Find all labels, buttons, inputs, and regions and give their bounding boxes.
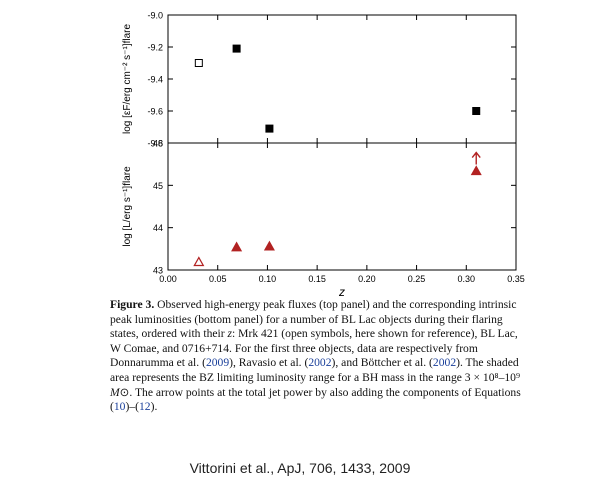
x-tick-label: 0.20 [358, 274, 376, 284]
x-tick-label: 0.10 [259, 274, 277, 284]
top-y-tick-label: -9.2 [147, 43, 163, 53]
bottom-y-tick-label: 46 [153, 139, 163, 149]
caption-segment: . The arrow points at the total jet powe… [110, 385, 521, 414]
x-tick-label: 0.25 [408, 274, 426, 284]
x-tick-label: 0.15 [308, 274, 326, 284]
top-y-tick-label: -9.6 [147, 107, 163, 117]
top-y-axis-label: log [εF/erg cm⁻² s⁻¹]flare [122, 24, 133, 134]
caption-segment: ), Ravasio et al. ( [229, 356, 309, 370]
caption-reference-link[interactable]: 10 [113, 400, 126, 414]
caption-reference-link[interactable]: 2009 [205, 356, 230, 370]
caption-segment: Observed high-energy peak fluxes (top pa… [110, 298, 517, 341]
top-y-tick-label: -9.4 [147, 75, 163, 85]
bottom-y-tick-label: 43 [153, 266, 163, 276]
caption-segment: )–( [125, 400, 139, 414]
caption-segment: ⊙ [119, 385, 130, 399]
x-tick-label: 0.00 [159, 274, 177, 284]
caption-label: Figure 3. [110, 298, 155, 311]
x-axis-label: z [338, 285, 345, 299]
caption-segment: ). The shaded area represents the BZ lim… [110, 356, 521, 384]
caption-segment: ). [150, 400, 158, 414]
top-y-tick-label: -9.8 [147, 139, 163, 149]
caption-segment: : Mrk 421 (open symbols, here shown for … [110, 327, 518, 370]
data-point-square-open [194, 59, 203, 67]
x-tick-label: 0.05 [209, 274, 227, 284]
bottom-y-tick-label: 45 [153, 181, 163, 191]
x-tick-label: 0.35 [507, 274, 525, 284]
figure-plot: -9.0 -9.2 -9.4 -9.6 -9.8 log [εF/erg cm⁻² s⁻¹… [122, 11, 525, 300]
data-point-square-filled [232, 44, 241, 53]
bottom-panel-frame [167, 142, 517, 271]
top-panel-frame [167, 14, 517, 144]
caption-italic: M [110, 385, 120, 399]
top-y-tick-label: -9.0 [147, 11, 163, 21]
figure-caption: Figure 3. Observed high-energy peak flux… [110, 298, 530, 415]
caption-reference-link[interactable]: 2002 [432, 356, 457, 370]
caption-text: Observed high-energy peak fluxes (top pa… [110, 298, 521, 413]
upper-limit-arrow-head [471, 151, 481, 158]
bottom-y-tick-label: 44 [153, 223, 163, 233]
data-point-triangle-filled [470, 165, 482, 176]
caption-italic: z [227, 327, 233, 341]
x-tick-label: 0.30 [458, 274, 476, 284]
caption-segment: ), and Böttcher et al. ( [331, 356, 433, 370]
caption-reference-link[interactable]: 2002 [308, 356, 332, 370]
citation-credit: Vittorini et al., ApJ, 706, 1433, 2009 [189, 460, 411, 476]
data-point-square-filled [265, 124, 274, 133]
data-point-triangle-filled [263, 240, 275, 251]
caption-reference-link[interactable]: 12 [139, 400, 151, 414]
data-point-square-filled [472, 107, 481, 115]
data-point-triangle-open [193, 256, 205, 267]
data-point-triangle-filled [231, 241, 243, 252]
bottom-y-axis-label: log [L/erg s⁻¹]flare [122, 166, 133, 247]
